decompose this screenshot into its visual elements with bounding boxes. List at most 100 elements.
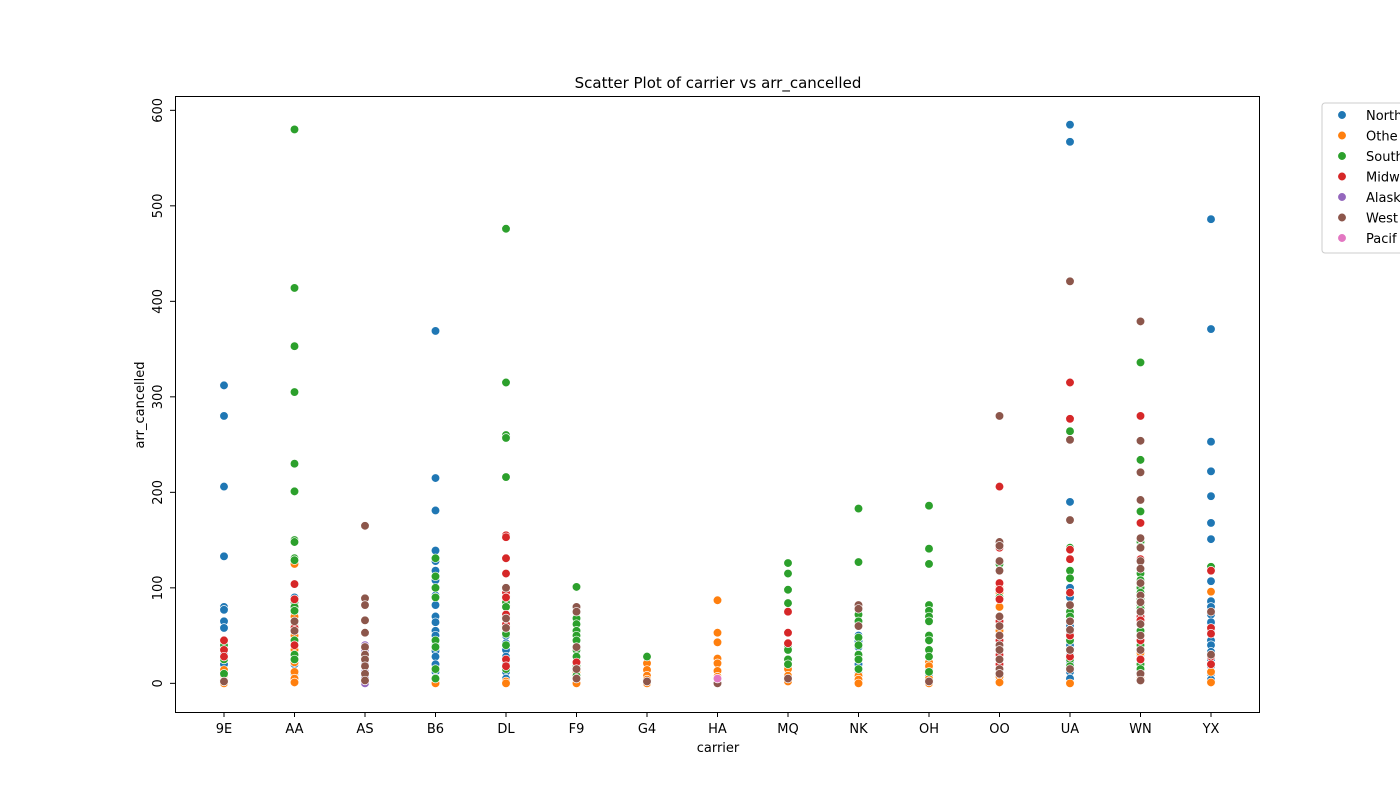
data-point-northeast: [1065, 137, 1075, 147]
legend-label: Alask: [1366, 191, 1400, 206]
x-tick-label: WN: [1129, 722, 1152, 737]
data-point-other: [1206, 677, 1216, 688]
data-point-west: [360, 628, 370, 638]
data-point-midwest: [994, 594, 1005, 604]
data-point-northeast: [430, 326, 441, 336]
data-point-south: [924, 559, 934, 569]
data-point-other: [289, 677, 300, 688]
data-point-south: [430, 642, 441, 652]
legend-label: Midw: [1366, 171, 1400, 186]
data-point-other: [712, 637, 723, 647]
data-point-west: [994, 621, 1005, 631]
chart-title: Scatter Plot of carrier vs arr_cancelled: [575, 74, 862, 93]
data-point-midwest: [501, 568, 511, 579]
data-point-midwest: [289, 579, 300, 589]
y-axis: 0 100 200 300 400 500 600: [151, 98, 175, 687]
data-point-west: [1135, 630, 1146, 641]
data-point-west: [1065, 664, 1075, 674]
y-tick-label: 500: [151, 193, 166, 218]
data-point-south: [924, 544, 934, 554]
data-point-midwest: [501, 592, 511, 603]
data-point-west: [1206, 607, 1216, 617]
data-point-northeast: [1206, 491, 1216, 501]
data-point-south: [1135, 455, 1146, 465]
data-point-south: [289, 124, 300, 135]
data-point-northeast: [219, 623, 229, 633]
data-point-west: [1135, 597, 1146, 607]
x-axis-label: carrier: [697, 741, 740, 756]
data-point-midwest: [501, 553, 511, 563]
data-point-west: [501, 613, 511, 624]
data-point-south: [289, 459, 300, 469]
data-point-south: [783, 585, 793, 595]
data-point-west: [1135, 619, 1146, 629]
data-point-south: [430, 583, 441, 593]
data-point-south: [783, 598, 793, 608]
data-point-west: [289, 616, 300, 626]
data-point-midwest: [1206, 629, 1216, 639]
data-point-south: [924, 635, 934, 646]
data-point-south: [783, 558, 793, 568]
data-point-south: [853, 640, 864, 650]
y-tick-label: 300: [151, 384, 166, 409]
data-point-northeast: [219, 481, 229, 492]
data-point-midwest: [994, 585, 1005, 595]
data-point-west: [571, 673, 582, 684]
data-point-west: [1065, 600, 1075, 610]
x-tick-label: NK: [849, 722, 868, 737]
data-point-south: [289, 486, 300, 497]
data-point-west: [642, 676, 652, 687]
data-point-midwest: [1065, 554, 1075, 564]
data-point-south: [501, 472, 511, 482]
data-point-west: [1135, 607, 1146, 617]
data-point-west: [994, 645, 1005, 655]
data-point-midwest: [1065, 544, 1075, 555]
x-tick-label: UA: [1061, 722, 1080, 737]
x-tick-label: HA: [708, 722, 727, 737]
data-point-west: [1135, 316, 1146, 327]
data-point-midwest: [219, 635, 229, 646]
data-point-midwest: [289, 594, 300, 604]
data-point-west: [1135, 675, 1146, 686]
data-point-south: [501, 433, 511, 443]
data-point-west: [1065, 625, 1075, 635]
data-point-west: [1135, 645, 1146, 655]
data-point-west: [1135, 495, 1146, 505]
data-point-south: [642, 651, 652, 662]
y-tick-label: 200: [151, 480, 166, 505]
data-point-west: [219, 676, 229, 687]
data-point-west: [360, 675, 370, 686]
x-tick-label: AS: [356, 722, 373, 737]
data-point-other: [853, 678, 864, 688]
data-point-pacific: [712, 673, 723, 684]
data-point-west: [994, 541, 1005, 551]
data-point-northeast: [1206, 437, 1216, 447]
data-point-south: [924, 667, 934, 677]
data-point-south: [289, 537, 300, 547]
data-point-south: [853, 557, 864, 567]
data-point-midwest: [219, 651, 229, 662]
data-point-west: [994, 630, 1005, 641]
x-tick-label: OH: [919, 722, 939, 737]
data-point-west: [289, 626, 300, 636]
x-tick-label: B6: [427, 722, 444, 737]
x-tick-label: DL: [497, 722, 515, 737]
data-point-south: [1065, 573, 1075, 583]
plot-area-frame: [175, 96, 1260, 713]
data-point-south: [571, 582, 582, 592]
data-point-west: [571, 664, 582, 674]
data-point-northeast: [430, 505, 441, 516]
data-point-midwest: [289, 640, 300, 650]
x-tick-label: OO: [989, 722, 1009, 737]
data-point-south: [783, 659, 793, 669]
y-tick-label: 0: [151, 679, 166, 687]
data-point-south: [430, 664, 441, 674]
data-point-west: [1135, 533, 1146, 543]
data-point-midwest: [783, 628, 793, 638]
data-point-midwest: [783, 607, 793, 617]
data-point-west: [994, 556, 1005, 566]
legend-label: Pacif: [1366, 232, 1397, 247]
data-point-west: [1206, 650, 1216, 660]
data-point-south: [289, 341, 300, 351]
